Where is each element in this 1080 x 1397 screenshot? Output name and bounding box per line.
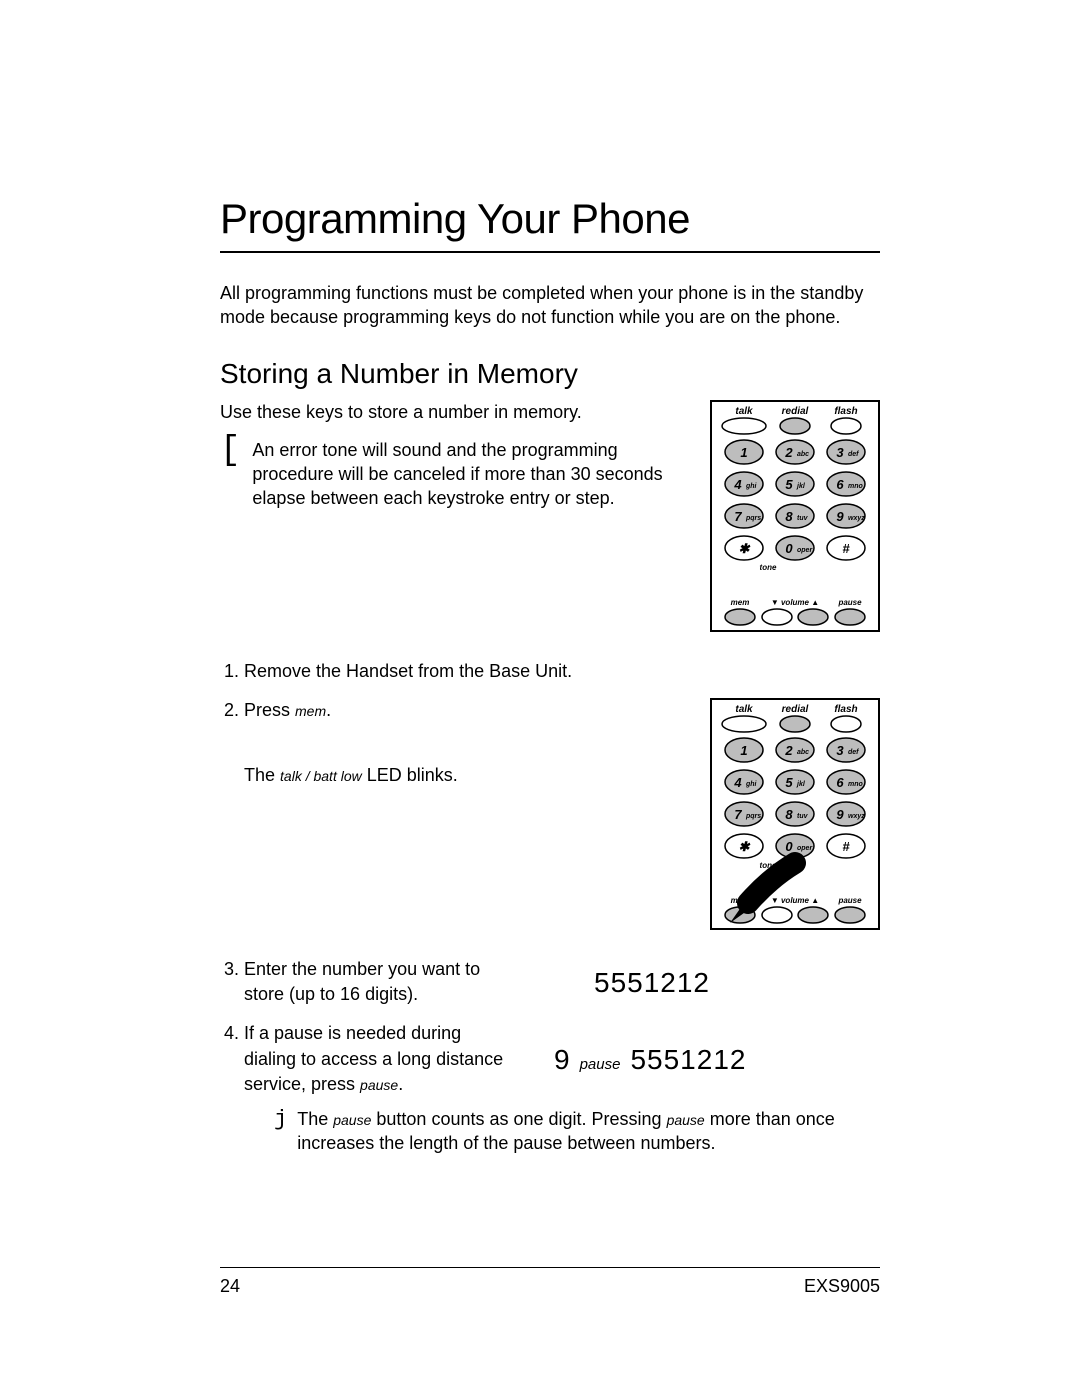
svg-text:pause: pause [837, 896, 862, 905]
svg-text:ghi: ghi [745, 781, 758, 788]
step4-ex-pause: pause [580, 1054, 621, 1075]
svg-text:flash: flash [834, 704, 857, 715]
svg-text:wxyz: wxyz [848, 813, 865, 820]
document-page: Programming Your Phone All programming f… [0, 0, 1080, 1397]
svg-text:talk: talk [735, 704, 753, 715]
svg-text:7: 7 [734, 807, 742, 822]
svg-text:4: 4 [733, 775, 742, 790]
svg-text:def: def [848, 451, 859, 458]
step-3: Enter the number you want to store (up t… [244, 957, 880, 1007]
svg-text:tuv: tuv [797, 813, 809, 820]
step3-example: 5551212 [594, 963, 710, 1002]
step4-key: pause [360, 1077, 398, 1093]
svg-text:jkl: jkl [796, 483, 806, 490]
steps-list: Remove the Handset from the Base Unit. P… [220, 659, 880, 1156]
svg-text:tone: tone [760, 563, 777, 572]
svg-text:✱: ✱ [739, 839, 751, 854]
svg-text:6: 6 [836, 477, 844, 492]
step2-key: mem [295, 703, 326, 719]
storing-lead: Use these keys to store a number in memo… [220, 400, 690, 424]
svg-text:tuv: tuv [797, 515, 809, 522]
svg-text:abc: abc [797, 749, 809, 756]
pn-1c: button counts as one digit. Pressing [371, 1109, 666, 1129]
step-4: If a pause is needed during dialing to a… [244, 1021, 880, 1155]
pn-1a: The [297, 1109, 333, 1129]
svg-text:3: 3 [836, 743, 844, 758]
step-1: Remove the Handset from the Base Unit. [244, 659, 880, 684]
intro-paragraph: All programming functions must be comple… [220, 281, 880, 330]
note-bracket-icon: [ [220, 436, 240, 467]
svg-text:mno: mno [848, 781, 864, 788]
svg-text:oper: oper [797, 547, 813, 554]
svg-text:5: 5 [785, 477, 793, 492]
svg-text:pqrs: pqrs [745, 515, 761, 522]
svg-text:9: 9 [836, 807, 844, 822]
svg-text:abc: abc [797, 451, 809, 458]
pn-1b: pause [333, 1112, 371, 1128]
svg-text:#: # [842, 839, 850, 854]
error-note-text: An error tone will sound and the program… [252, 438, 690, 511]
led-line: The talk / batt low LED blinks. [244, 763, 690, 788]
step2-pre: Press [244, 700, 295, 720]
keypad-diagram-1: talk redial flash 1 2 abc 3 def 4ghi 5jkl 6 mno 7… [710, 400, 880, 637]
svg-text:3: 3 [836, 445, 844, 460]
svg-text:1: 1 [740, 445, 747, 460]
svg-text:mem: mem [731, 598, 750, 607]
svg-text:redial: redial [782, 406, 809, 417]
svg-text:def: def [848, 749, 859, 756]
page-footer: 24 EXS9005 [220, 1267, 880, 1297]
svg-text:0: 0 [785, 541, 793, 556]
svg-text:▼ volume ▲: ▼ volume ▲ [771, 598, 819, 607]
step4-post: . [398, 1074, 403, 1094]
svg-text:mno: mno [848, 483, 864, 490]
svg-text:✱: ✱ [739, 541, 751, 556]
svg-text:2: 2 [784, 743, 793, 758]
svg-text:talk: talk [735, 406, 753, 417]
svg-text:redial: redial [782, 704, 809, 715]
note-pointer-icon: j [274, 1109, 287, 1131]
svg-text:5: 5 [785, 775, 793, 790]
model-number: EXS9005 [804, 1276, 880, 1297]
keypad-diagram-2: talk redial flash 1 2 abc 3 def 4ghi 5jkl 6 mno 7… [710, 698, 880, 937]
svg-text:ghi: ghi [745, 483, 758, 490]
page-title: Programming Your Phone [220, 195, 880, 253]
svg-text:jkl: jkl [796, 781, 806, 788]
svg-text:4: 4 [733, 477, 742, 492]
svg-text:pqrs: pqrs [745, 813, 761, 820]
svg-text:1: 1 [740, 743, 747, 758]
step-2: Press mem. The talk / batt low LED blink… [244, 698, 880, 937]
svg-text:6: 6 [836, 775, 844, 790]
svg-text:flash: flash [834, 406, 857, 417]
pause-note: j The pause button counts as one digit. … [274, 1107, 880, 1156]
svg-text:▼ volume ▲: ▼ volume ▲ [771, 896, 819, 905]
page-number: 24 [220, 1276, 240, 1297]
step2-post: . [326, 700, 331, 720]
led-key: talk / batt low [280, 768, 362, 784]
pn-1d: pause [667, 1112, 705, 1128]
storing-section: Use these keys to store a number in memo… [220, 400, 880, 637]
svg-text:#: # [842, 541, 850, 556]
svg-text:wxyz: wxyz [848, 515, 865, 522]
svg-text:8: 8 [785, 509, 793, 524]
led-post: LED blinks. [362, 765, 458, 785]
svg-text:8: 8 [785, 807, 793, 822]
step3-text: Enter the number you want to store (up t… [244, 957, 514, 1007]
section-subtitle: Storing a Number in Memory [220, 358, 880, 390]
svg-text:2: 2 [784, 445, 793, 460]
svg-text:7: 7 [734, 509, 742, 524]
led-pre: The [244, 765, 280, 785]
svg-text:9: 9 [836, 509, 844, 524]
svg-text:pause: pause [837, 598, 862, 607]
step4-ex-num: 5551212 [630, 1040, 746, 1079]
error-note: [ An error tone will sound and the progr… [220, 438, 690, 511]
step4-ex-nine: 9 [554, 1040, 570, 1079]
svg-text:oper: oper [797, 845, 813, 852]
svg-text:0: 0 [785, 839, 793, 854]
